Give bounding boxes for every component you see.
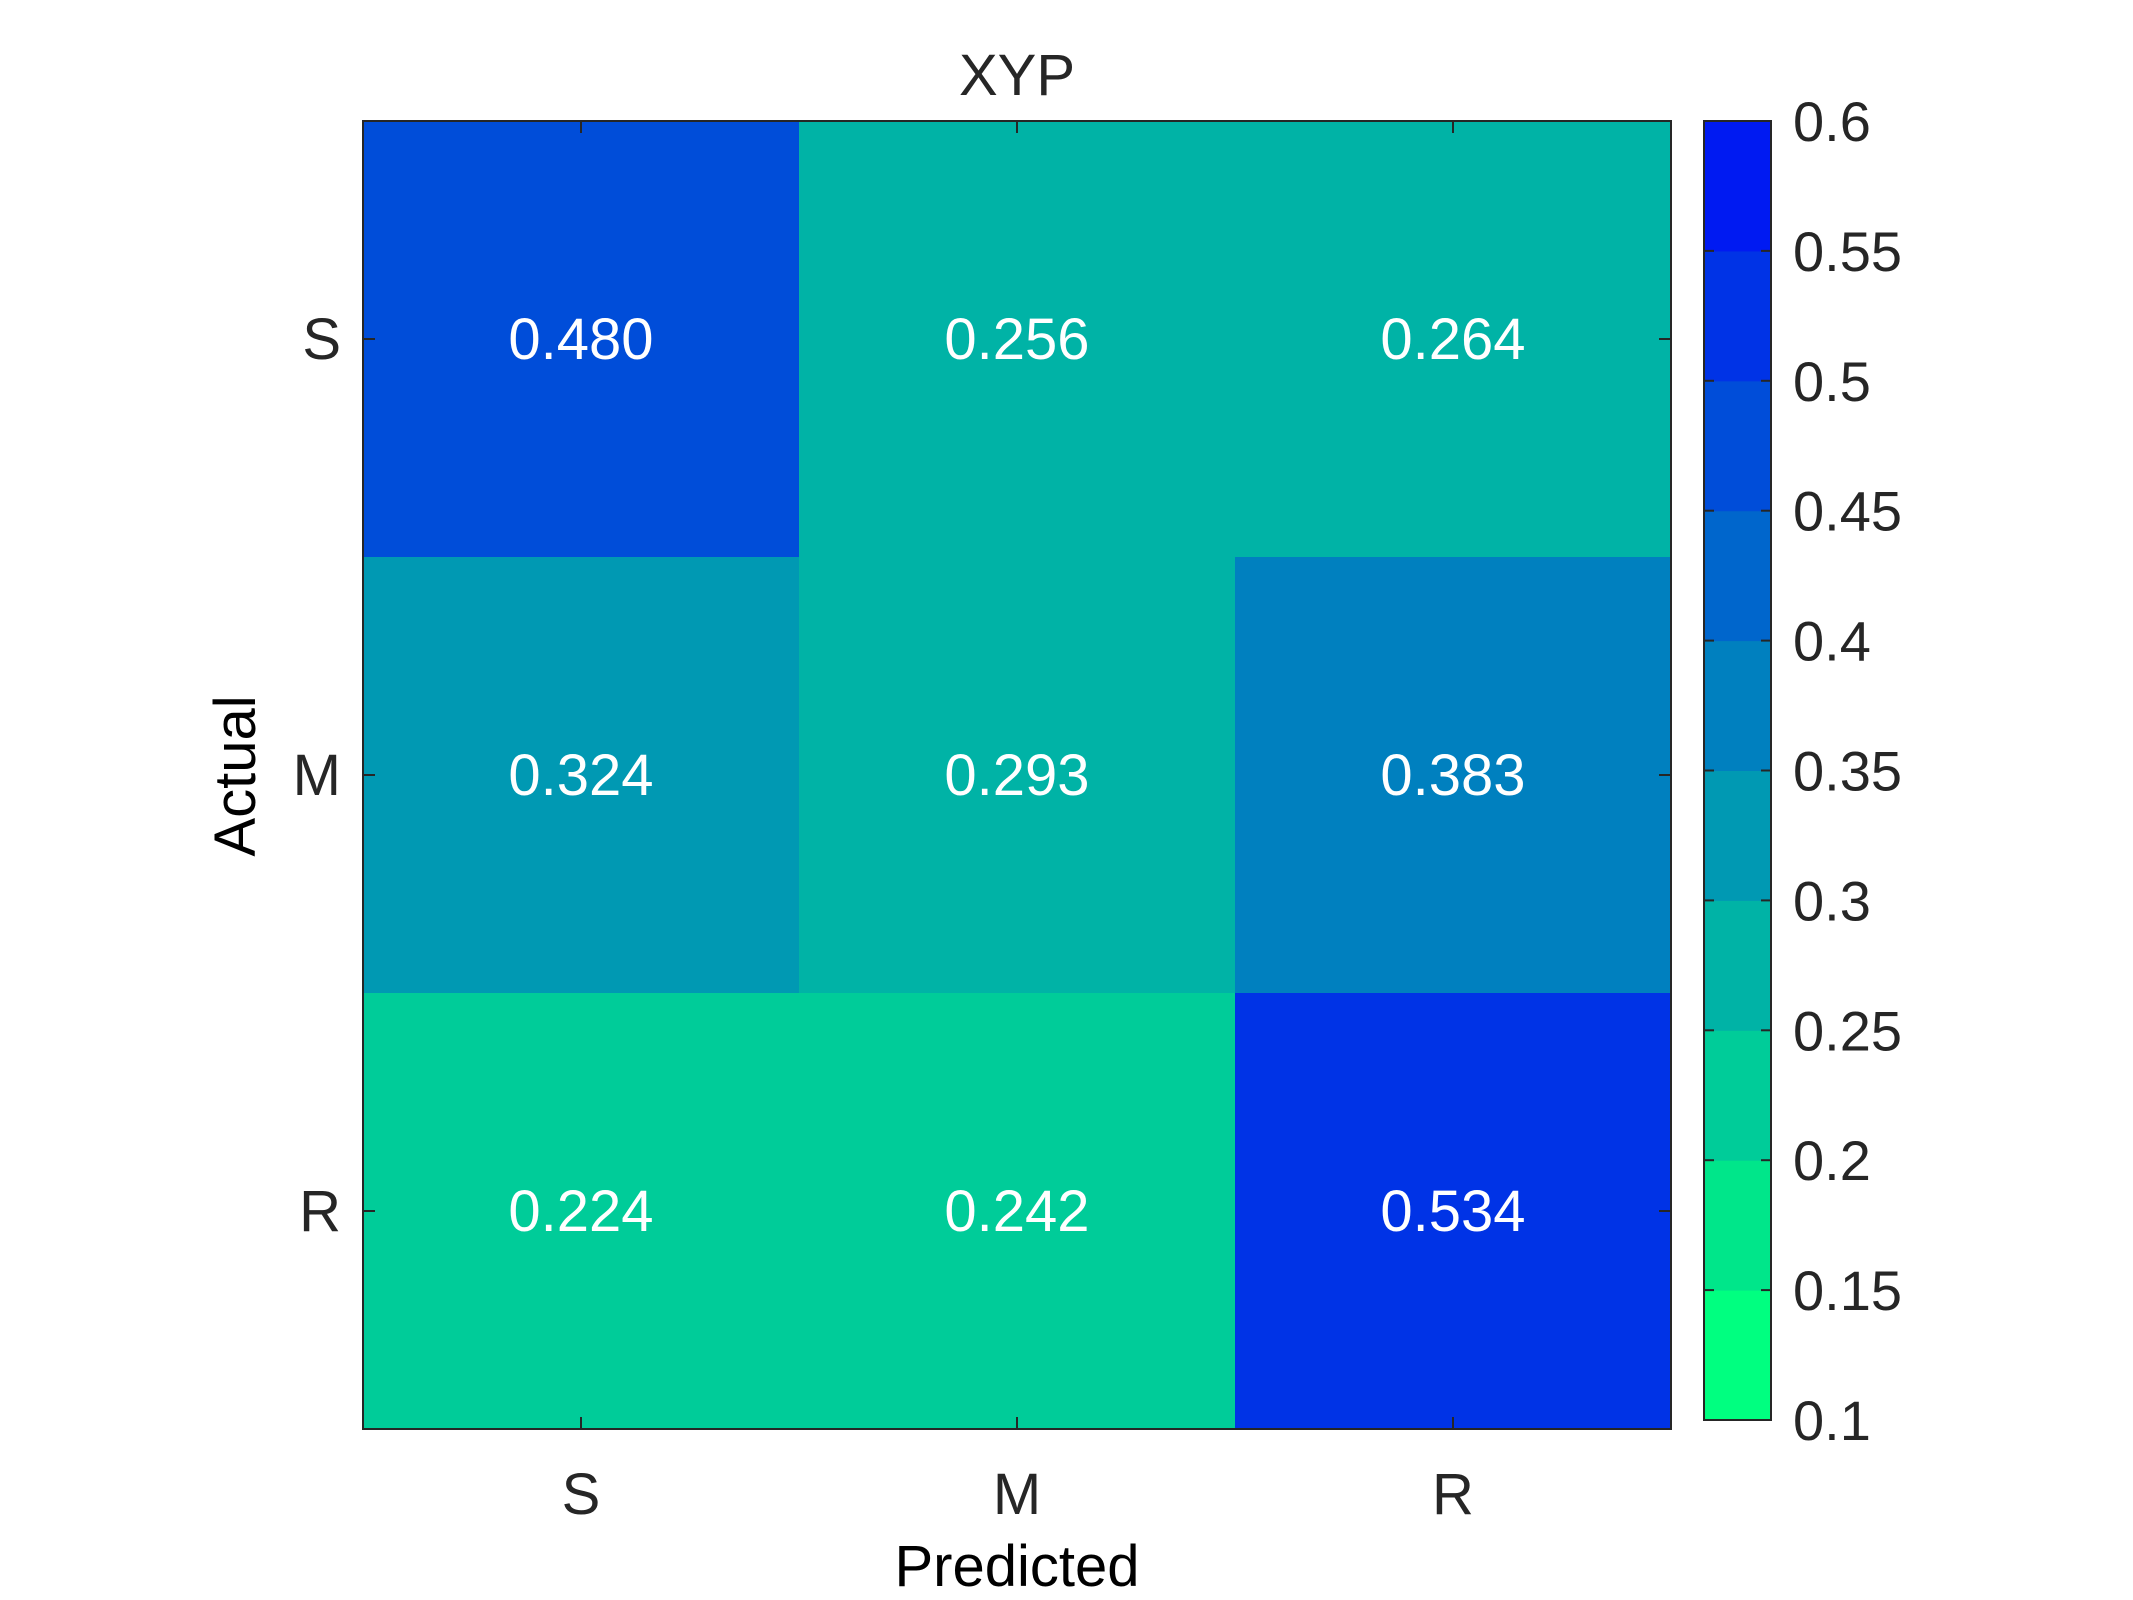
heatmap-cell-m-s <box>363 557 800 994</box>
heatmap-cell-m-r <box>1235 557 1672 994</box>
colorbar-tick-label: 0.6 <box>1793 90 1871 153</box>
colorbar-bin <box>1704 770 1771 901</box>
colorbar-bin <box>1704 640 1771 771</box>
heatmap-cells: 0.480 0.256 0.264 0.324 0.293 0.383 0.224 0.242… <box>363 121 1672 1430</box>
heatmap-cell-s-r <box>1235 121 1672 558</box>
heatmap-cell-s-s <box>363 121 800 558</box>
x-axis-label: Predicted <box>894 1534 1139 1599</box>
chart-title: XYP <box>959 43 1075 108</box>
heatmap-cell-m-m <box>799 557 1236 994</box>
heatmap-cell-r-s <box>363 993 800 1430</box>
heatmap-cell-s-m <box>799 121 1236 558</box>
colorbar-bin <box>1704 900 1771 1031</box>
cell-value-label: 0.324 <box>508 743 653 808</box>
colorbar-tick-label: 0.1 <box>1793 1389 1871 1452</box>
cell-value-label: 0.293 <box>944 743 1089 808</box>
cell-value-label: 0.242 <box>944 1179 1089 1244</box>
colorbar-tick-label: 0.55 <box>1793 220 1902 283</box>
colorbar-bin <box>1704 250 1771 382</box>
colorbar-tick-label: 0.4 <box>1793 610 1871 673</box>
x-tick-label: R <box>1432 1462 1474 1527</box>
y-tick-label: M <box>293 743 341 808</box>
colorbar-tick-label: 0.35 <box>1793 740 1902 803</box>
colorbar-bin <box>1704 1030 1771 1161</box>
axes: S M R S M R <box>293 120 1672 1527</box>
colorbar-bin <box>1704 121 1771 252</box>
colorbar-bin <box>1704 380 1771 512</box>
cell-value-label: 0.534 <box>1380 1179 1525 1244</box>
heatmap-cell-r-r <box>1235 993 1672 1430</box>
cell-value-label: 0.224 <box>508 1179 653 1244</box>
colorbar-tick-label: 0.5 <box>1793 350 1871 413</box>
x-tick-label: S <box>562 1462 601 1527</box>
cell-value-label: 0.256 <box>944 307 1089 372</box>
colorbar-bin <box>1704 1160 1771 1291</box>
colorbar-tick-label: 0.2 <box>1793 1129 1871 1192</box>
y-axis-label: Actual <box>203 695 268 856</box>
colorbar-tick-label: 0.3 <box>1793 869 1871 932</box>
colorbar-tick-label: 0.45 <box>1793 480 1902 543</box>
cell-value-label: 0.383 <box>1380 743 1525 808</box>
colorbar-bin <box>1704 510 1771 642</box>
colorbar-tick-label: 0.15 <box>1793 1259 1902 1322</box>
heatmap-cell-r-m <box>799 993 1236 1430</box>
cell-value-label: 0.264 <box>1380 307 1525 372</box>
cell-value-label: 0.480 <box>508 307 653 372</box>
y-tick-label: R <box>299 1179 341 1244</box>
x-tick-label: M <box>993 1462 1041 1527</box>
colorbar-tick-label: 0.25 <box>1793 999 1902 1062</box>
colorbar: 0.1 0.15 0.2 0.25 0.3 0.35 0.4 0.45 0.5 0.55 0.6 <box>1703 90 1902 1452</box>
y-tick-label: S <box>302 307 341 372</box>
colorbar-bin <box>1704 1290 1771 1421</box>
